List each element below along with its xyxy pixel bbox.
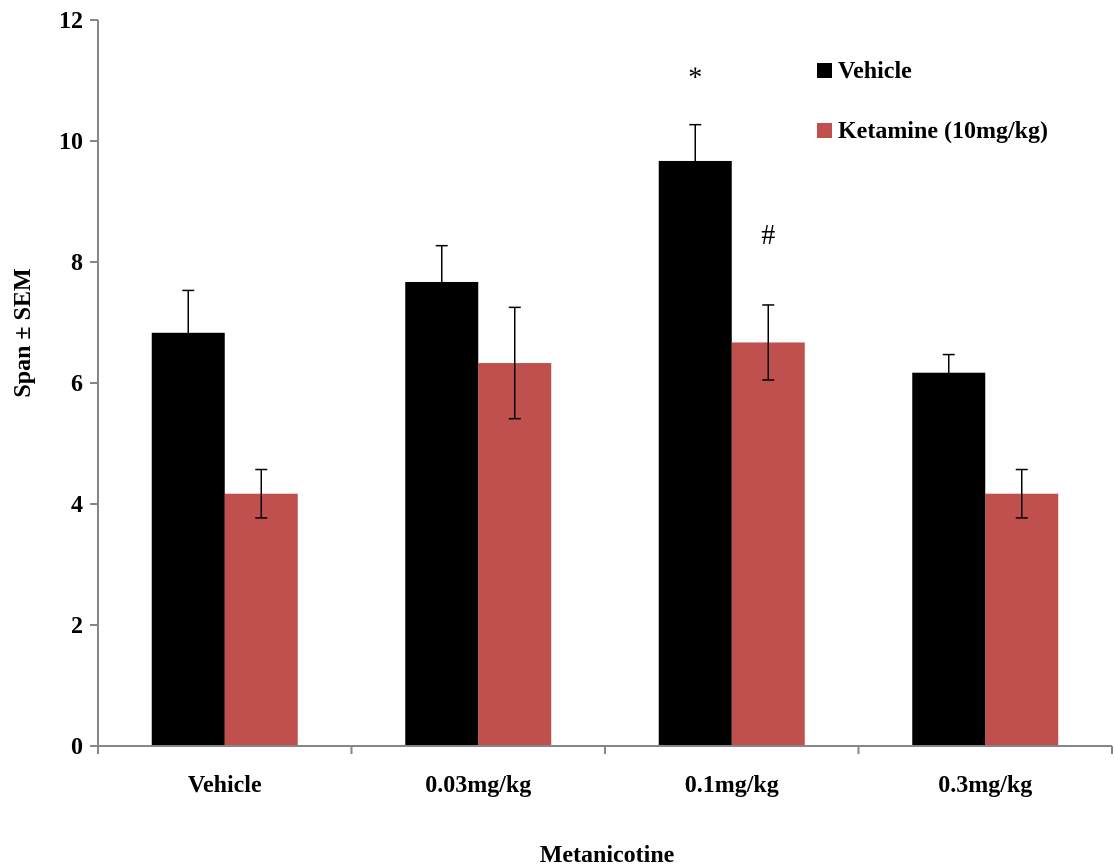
legend-label: Vehicle <box>838 58 912 84</box>
bar <box>478 363 552 746</box>
bar <box>405 281 479 746</box>
bar <box>151 332 225 746</box>
y-ticks: 0 2 4 6 8 10 12 <box>59 8 98 760</box>
legend-swatch <box>817 123 832 138</box>
bar <box>658 160 732 747</box>
bar <box>985 493 1059 746</box>
y-tick-label: 6 <box>71 371 83 397</box>
x-tick-label: Vehicle <box>188 772 262 798</box>
x-tick-label: 0.03mg/kg <box>425 772 531 798</box>
y-tick-label: 10 <box>59 129 83 155</box>
error-bars-layer <box>182 123 1028 519</box>
legend: Vehicle Ketamine (10mg/kg) <box>817 58 1048 144</box>
bar <box>224 493 298 746</box>
x-ticks: Vehicle 0.03mg/kg 0.1mg/kg 0.3mg/kg <box>97 746 1113 798</box>
x-axis-title: Metanicotine <box>540 842 675 865</box>
y-tick-label: 0 <box>71 734 83 760</box>
y-tick-label: 2 <box>71 613 83 639</box>
bar <box>912 372 986 746</box>
y-axis-title: Span ± SEM <box>10 268 36 397</box>
x-tick-label: 0.1mg/kg <box>685 772 779 798</box>
significance-marker: * <box>688 63 702 94</box>
bar <box>731 342 805 746</box>
y-tick-label: 4 <box>71 492 83 518</box>
significance-marker: # <box>761 220 775 251</box>
annotations: *# <box>688 63 775 251</box>
legend-swatch <box>817 63 832 78</box>
y-tick-label: 8 <box>71 250 83 276</box>
bars-layer <box>151 160 1059 747</box>
x-tick-label: 0.3mg/kg <box>938 772 1032 798</box>
y-tick-label: 12 <box>59 8 83 34</box>
legend-label: Ketamine (10mg/kg) <box>838 118 1048 144</box>
